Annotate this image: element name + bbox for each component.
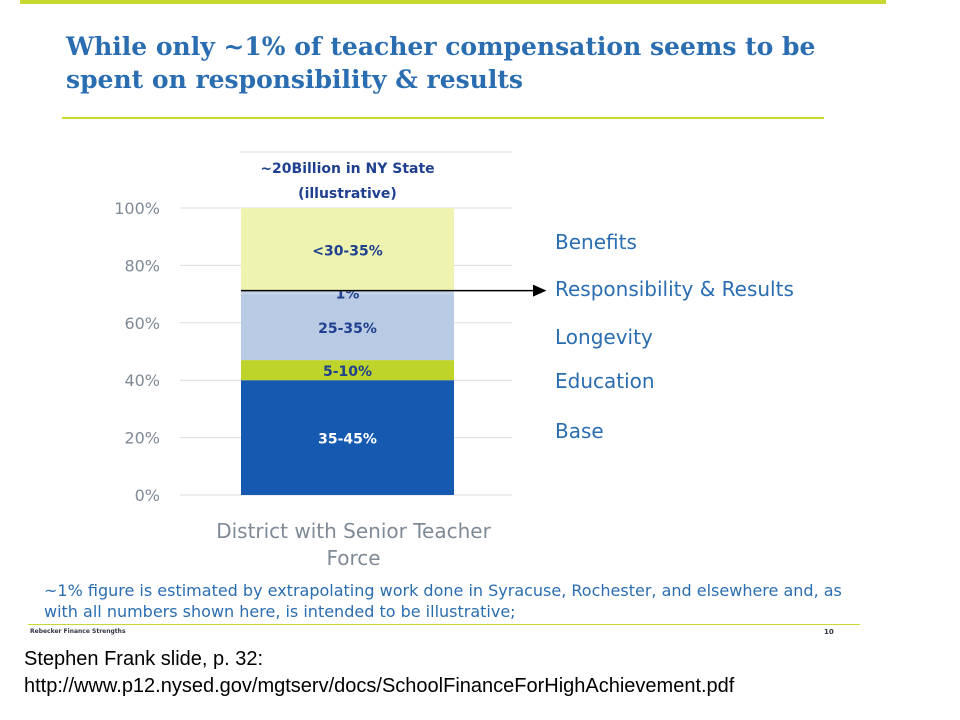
title-underline-rule xyxy=(62,117,824,119)
legend-item-responsibility-results: Responsibility & Results xyxy=(555,277,794,301)
caption-author-line: Stephen Frank slide, p. 32: xyxy=(24,648,264,670)
footer-rule xyxy=(28,624,860,625)
chart-title-line2: (illustrative) xyxy=(298,186,397,202)
bar-segment-responsibility-results xyxy=(241,291,454,295)
stacked-bar-chart: 0% 20% 40% 60% 80% 100% ~20Billion in NY State… xyxy=(114,151,794,570)
footer-brand: Rebecker Finance Strengths xyxy=(30,628,126,635)
bar-label-base: 35-45% xyxy=(318,432,377,448)
legend-item-benefits: Benefits xyxy=(555,230,637,254)
chart-footnote: ~1% figure is estimated by extrapolating… xyxy=(44,581,842,621)
y-tick-label: 60% xyxy=(124,314,160,333)
y-tick-label: 100% xyxy=(114,199,160,218)
legend-item-longevity: Longevity xyxy=(555,325,653,349)
bar-label-longevity: 25-35% xyxy=(318,321,377,337)
y-tick-label: 0% xyxy=(135,486,160,505)
legend-item-base: Base xyxy=(555,419,604,443)
bar-segment-benefits xyxy=(241,208,454,292)
caption-url-line[interactable]: http://www.p12.nysed.gov/mgtserv/docs/Sc… xyxy=(24,675,735,697)
footer-page-number: 10 xyxy=(824,628,834,636)
bar-segment-education xyxy=(241,360,454,381)
legend-item-education: Education xyxy=(555,369,655,393)
bar-label-education: 5-10% xyxy=(323,364,372,380)
slide-title: While only ~1% of teacher compensation s… xyxy=(66,32,816,94)
y-tick-label: 40% xyxy=(124,371,160,390)
bar-segment-longevity xyxy=(241,294,454,361)
x-category-label-line2: Force xyxy=(326,546,380,570)
bar-label-benefits: <30-35% xyxy=(312,244,383,260)
y-tick-label: 80% xyxy=(124,256,160,275)
x-category-label-line1: District with Senior Teacher xyxy=(216,519,491,543)
source-caption: Stephen Frank slide, p. 32: http://www.p… xyxy=(24,646,944,700)
y-tick-label: 20% xyxy=(124,429,160,448)
bar-segment-base xyxy=(241,380,454,495)
chart-title-line1: ~20Billion in NY State xyxy=(260,161,434,177)
top-accent-rule xyxy=(20,0,886,4)
